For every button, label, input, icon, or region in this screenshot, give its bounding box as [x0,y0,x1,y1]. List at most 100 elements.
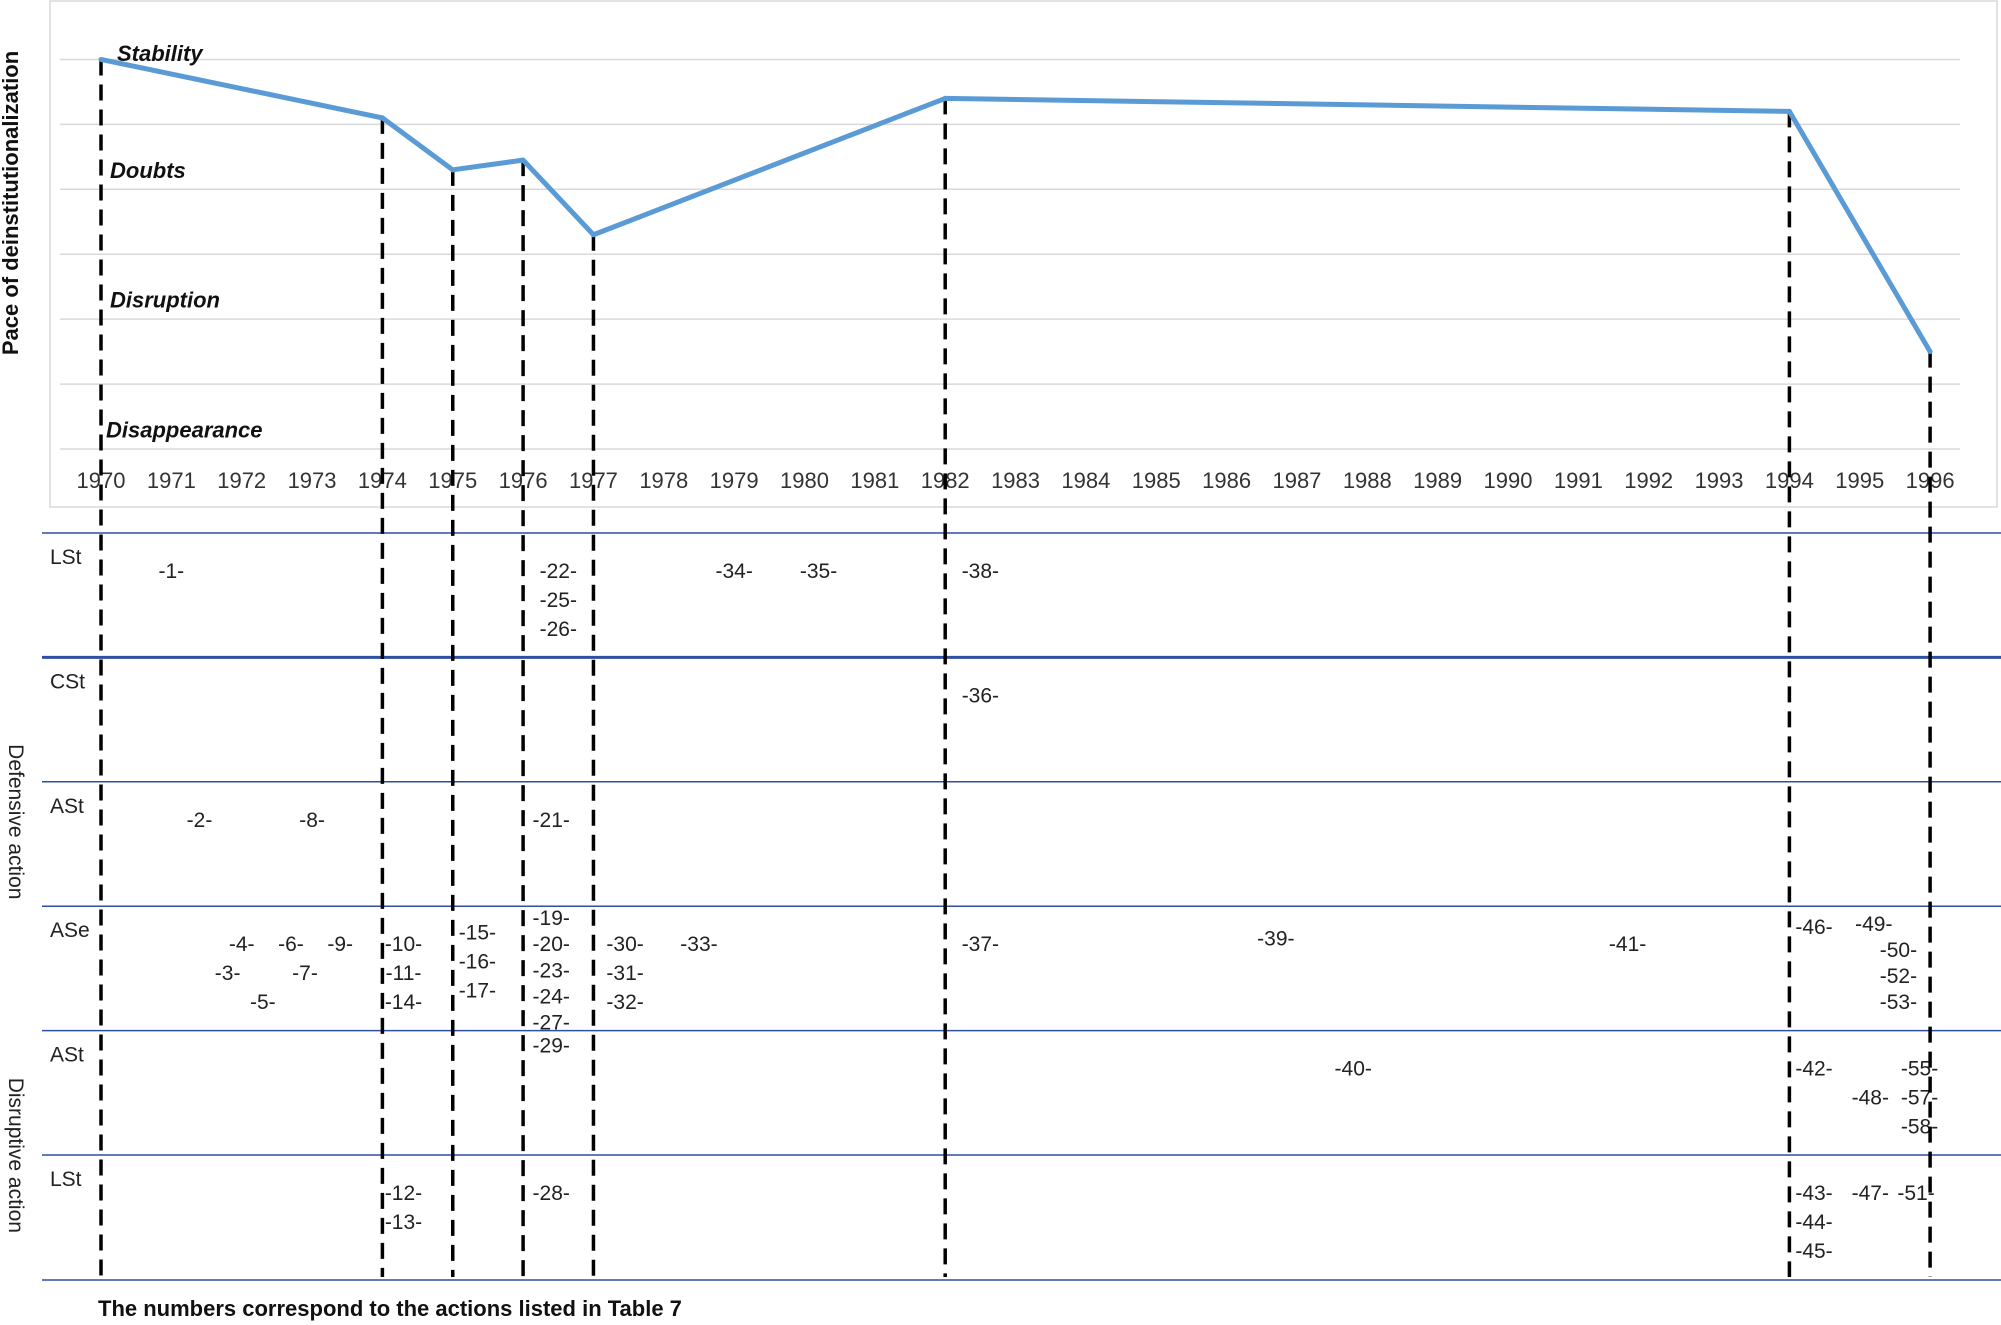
action-number: -48- [1852,1087,1889,1110]
series-point [942,95,948,101]
x-tick-label: 1989 [1413,468,1462,493]
gridlines [60,58,1960,450]
action-number: -3- [215,962,241,985]
row-label: ASt [50,795,84,818]
y-axis-label: Pace of deinstitutionalization [0,51,23,355]
action-number: -39- [1257,927,1294,950]
x-tick-label: 1973 [288,468,337,493]
action-number: -11- [386,962,422,985]
group-label: Defensive action [4,744,27,899]
action-number: -2- [187,809,213,832]
series-point [98,56,104,62]
series-line [100,57,1933,353]
action-number: -38- [962,560,999,583]
x-tick-label: 1988 [1343,468,1392,493]
action-number: -57- [1901,1087,1938,1110]
action-number: -16- [459,951,496,974]
x-tick-label: 1981 [850,468,899,493]
row-label: ASe [50,919,90,942]
action-number: -52- [1880,965,1917,988]
action-number: -19- [533,907,570,930]
x-tick-label: 1978 [639,468,688,493]
action-number: -44- [1795,1211,1832,1234]
action-table-lines [42,532,2001,1281]
action-number: -51- [1897,1182,1934,1205]
action-number: -6- [278,933,304,956]
series-point [520,157,526,163]
series-point [590,232,596,238]
x-tick-label: 1971 [147,468,196,493]
level-labels: Stability Doubts Disruption Disappearance [106,41,263,443]
level-label: Stability [117,41,204,66]
action-number: -25- [540,589,577,612]
action-number: -58- [1901,1116,1938,1139]
action-number: -26- [540,618,577,641]
x-tick-label: 1979 [710,468,759,493]
row-label: LSt [50,1168,82,1191]
action-number: -5- [250,991,276,1014]
action-row-labels: LSt CSt ASt ASe ASt LSt [50,546,90,1191]
action-number: -53- [1880,991,1917,1014]
action-number: -7- [292,962,318,985]
action-number: -20- [533,933,570,956]
x-tick-label: 1986 [1202,468,1251,493]
row-label: LSt [50,546,82,569]
x-tick-label: 1972 [217,468,266,493]
action-number: -23- [533,959,570,982]
action-number: -43- [1795,1182,1832,1205]
action-numbers: -1- -22- -25- -26- -34- -35- -38- -36- -2- -8- -21… [159,560,1939,1263]
action-number: -22- [540,560,577,583]
action-number: -24- [533,985,570,1008]
action-number: -21- [533,809,570,832]
action-number: -37- [962,933,999,956]
action-number: -42- [1795,1058,1832,1081]
x-tick-label: 1995 [1835,468,1884,493]
action-number: -50- [1880,939,1917,962]
action-number: -30- [606,933,643,956]
action-group-labels: Defensive action Disruptive action [4,744,27,1233]
level-label: Disruption [110,288,220,313]
x-tick-label: 1991 [1554,468,1603,493]
action-number: -33- [680,933,717,956]
action-number: -28- [533,1182,570,1205]
action-number: -46- [1795,916,1832,939]
action-number: -32- [606,991,643,1014]
action-number: -55- [1901,1058,1938,1081]
action-number: -40- [1335,1058,1372,1081]
action-number: -4- [229,933,255,956]
row-label: CSt [50,670,85,693]
series-point [379,115,385,121]
action-number: -41- [1609,933,1646,956]
action-number: -47- [1852,1182,1889,1205]
action-number: -1- [159,560,185,583]
action-number: -17- [459,980,496,1003]
x-tick-label: 1980 [780,468,829,493]
level-label: Disappearance [106,418,263,443]
series-point [1786,108,1792,114]
series-point [1927,349,1933,355]
x-axis-tick-labels: 1970197119721973197419751976197719781979… [77,468,1955,493]
period-dividers [99,59,1932,1277]
action-number: -9- [327,933,353,956]
level-label: Doubts [110,158,186,183]
action-number: -14- [385,991,422,1014]
footnote: The numbers correspond to the actions li… [98,1296,682,1321]
action-number: -36- [962,684,999,707]
action-number: -13- [385,1211,422,1234]
action-number: -49- [1855,913,1892,936]
row-label: ASt [50,1044,84,1067]
x-tick-label: 1990 [1484,468,1533,493]
x-tick-label: 1992 [1624,468,1673,493]
x-tick-label: 1993 [1695,468,1744,493]
action-number: -10- [385,933,422,956]
action-number: -31- [606,962,643,985]
action-number: -29- [533,1035,570,1058]
x-tick-label: 1987 [1272,468,1321,493]
action-number: -35- [800,560,837,583]
action-number: -15- [459,922,496,945]
chart-area-border [49,0,1998,508]
group-label: Disruptive action [4,1078,27,1233]
x-tick-label: 1983 [991,468,1040,493]
x-tick-label: 1984 [1061,468,1110,493]
